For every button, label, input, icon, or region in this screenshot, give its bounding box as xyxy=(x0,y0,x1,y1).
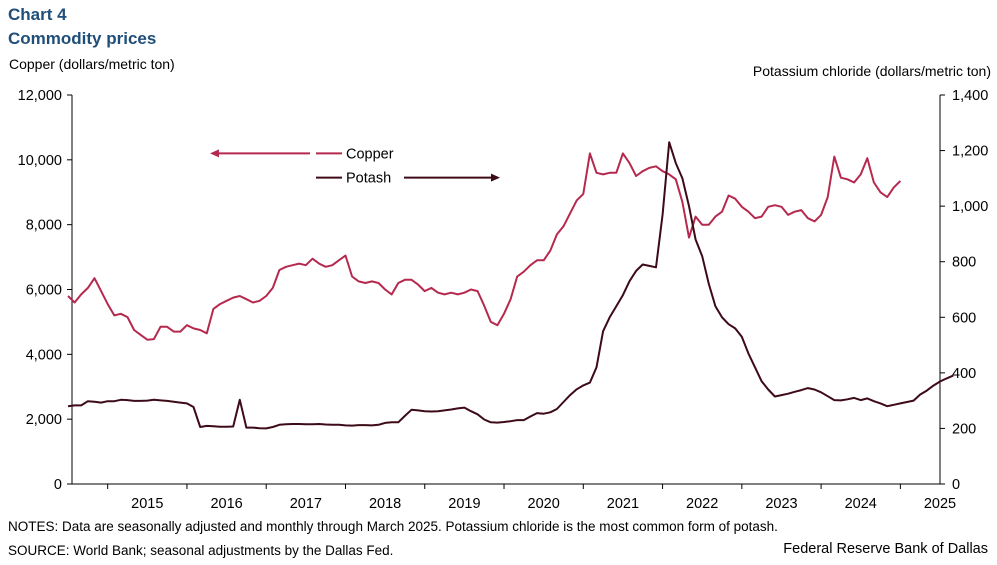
legend-potash-arrowhead xyxy=(491,173,500,182)
x-tick-label: 2015 xyxy=(131,496,163,512)
y-left-tick-label: 10,000 xyxy=(18,153,62,169)
y-axis-left-label: Copper (dollars/metric ton) xyxy=(9,56,175,72)
y-left-tick-label: 2,000 xyxy=(26,412,62,428)
x-tick-label: 2025 xyxy=(924,496,956,512)
y-right-tick-label: 800 xyxy=(952,255,976,271)
y-right-tick-label: 400 xyxy=(952,366,976,382)
x-tick-label: 2022 xyxy=(686,496,718,512)
y-left-tick-label: 8,000 xyxy=(26,218,62,234)
y-right-tick-label: 0 xyxy=(952,477,960,493)
notes-text: NOTES: Data are seasonally adjusted and … xyxy=(8,519,778,534)
chart-title: Commodity prices xyxy=(8,29,157,48)
x-tick-label: 2023 xyxy=(765,496,797,512)
y-axis-right-label: Potassium chloride (dollars/metric ton) xyxy=(752,63,991,79)
y-right-tick-label: 1,400 xyxy=(952,88,988,104)
x-tick-label: 2016 xyxy=(210,496,242,512)
legend-potash-label: Potash xyxy=(346,171,391,187)
y-left-tick-label: 6,000 xyxy=(26,283,62,299)
y-left-tick-label: 4,000 xyxy=(26,347,62,363)
source-text: SOURCE: World Bank; seasonal adjustments… xyxy=(8,543,394,558)
y-right-tick-label: 600 xyxy=(952,310,976,326)
x-tick-label: 2017 xyxy=(290,496,322,512)
x-tick-label: 2019 xyxy=(448,496,480,512)
y-right-tick-label: 1,200 xyxy=(952,144,988,160)
y-left-tick-label: 0 xyxy=(54,477,62,493)
credit-text: Federal Reserve Bank of Dallas xyxy=(783,541,988,557)
y-left-tick-label: 12,000 xyxy=(18,88,62,104)
series-line-copper xyxy=(67,152,902,341)
y-right-tick-label: 1,000 xyxy=(952,199,988,215)
x-tick-label: 2024 xyxy=(845,496,877,512)
legend-copper-arrowhead xyxy=(210,149,219,158)
y-right-tick-label: 200 xyxy=(952,421,976,437)
x-tick-label: 2018 xyxy=(369,496,401,512)
x-tick-label: 2020 xyxy=(528,496,560,512)
legend-copper-label: Copper xyxy=(346,146,394,162)
x-tick-label: 2021 xyxy=(607,496,639,512)
series-line-potash xyxy=(67,141,954,430)
chart-label: Chart 4 xyxy=(8,5,67,24)
